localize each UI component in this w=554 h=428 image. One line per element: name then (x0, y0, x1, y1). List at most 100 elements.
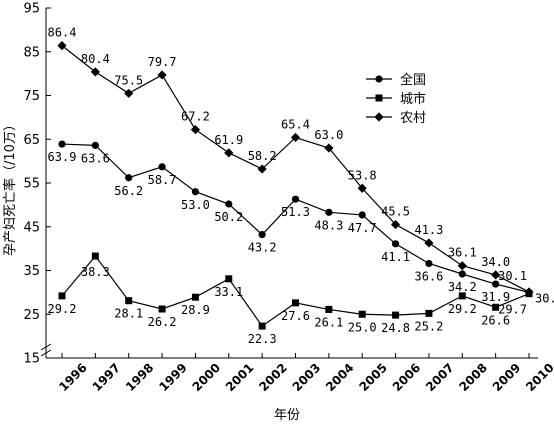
x-tick-label: 2009 (490, 361, 524, 395)
data-point-square (258, 322, 266, 330)
x-tick-label: 1999 (156, 361, 190, 395)
legend-marker-circle (375, 75, 383, 83)
legend-marker-diamond (374, 112, 384, 122)
x-tick-label: 2008 (457, 361, 491, 395)
data-label-diamond: 36.1 (448, 246, 477, 260)
x-tick-label: 2000 (190, 361, 224, 395)
data-label-square: 29.2 (48, 302, 77, 316)
y-tick-label: 65 (23, 133, 40, 148)
data-point-square (425, 309, 433, 317)
data-point-diamond (424, 238, 434, 248)
y-axis-title: 孕产妇死亡率（/10万） (2, 118, 18, 256)
data-point-circle (458, 270, 466, 278)
data-point-square (492, 303, 500, 311)
data-label-diamond: 53.8 (348, 168, 377, 182)
data-point-circle (58, 140, 66, 148)
data-label-square: 22.3 (248, 332, 277, 346)
data-point-circle (325, 208, 333, 216)
y-tick-label: 95 (23, 2, 40, 17)
data-label-square: 26.6 (481, 313, 510, 327)
y-tick-label: 75 (23, 89, 40, 104)
data-point-circle (125, 174, 133, 182)
series-layer (57, 41, 534, 330)
x-tick-label: 1996 (56, 361, 90, 395)
data-label-square: 26.1 (314, 315, 343, 329)
data-label-square: 33.1 (214, 285, 243, 299)
data-label-circle: 48.3 (314, 218, 343, 232)
data-label-square: 27.6 (281, 309, 310, 323)
data-label-diamond: 67.2 (181, 110, 210, 124)
x-tick-label: 2003 (290, 361, 324, 395)
data-point-square (358, 310, 366, 318)
x-tick-label: 2007 (423, 361, 457, 395)
data-point-circle (391, 240, 400, 248)
data-labels: 63.9 63.6 56.2 58.7 53.0 50.2 43.2 51.3 48.3 47.7… (48, 26, 554, 346)
x-tick-label: 2010 (523, 361, 554, 395)
data-point-circle (425, 259, 433, 268)
y-axis-ticks: 15 25 35 45 55 65 75 85 95 (23, 2, 51, 367)
data-label-diamond: 80.4 (81, 52, 110, 66)
legend-label-square: 城市 (400, 91, 426, 107)
y-tick-label: 35 (23, 264, 40, 279)
data-label-circle: 51.3 (281, 205, 310, 219)
data-point-diamond (390, 219, 401, 230)
data-label-square: 25.2 (414, 319, 443, 333)
data-label-square: 29.2 (448, 302, 477, 316)
data-point-square (325, 305, 333, 313)
data-point-square (191, 293, 199, 301)
data-label-circle: 63.9 (48, 150, 77, 164)
y-tick-label: 15 (23, 352, 40, 367)
data-label-circle: 56.2 (114, 184, 143, 198)
data-label-diamond: 45.5 (381, 205, 410, 219)
data-label-square: 29.7 (498, 303, 527, 317)
data-point-circle (258, 231, 266, 239)
data-point-diamond (157, 70, 167, 80)
data-point-diamond (57, 41, 67, 51)
data-point-diamond (290, 132, 301, 143)
data-label-diamond: 41.3 (414, 223, 443, 237)
data-label-circle: 34.2 (448, 280, 477, 294)
x-tick-label: 1998 (123, 361, 157, 395)
y-tick-label: 55 (23, 177, 40, 192)
data-label-square: 28.1 (114, 307, 143, 321)
data-label-circle: 31.9 (481, 290, 510, 304)
data-label-circle: 43.2 (248, 241, 277, 255)
x-axis-title: 年份 (274, 408, 300, 423)
data-label-circle: 53.0 (181, 198, 210, 212)
data-label-square: 28.9 (181, 303, 210, 317)
data-label-circle: 41.1 (381, 250, 410, 264)
y-tick-label: 25 (23, 308, 40, 323)
data-label-square: 25.0 (348, 320, 377, 334)
data-point-diamond (190, 125, 201, 135)
data-label-diamond: 34.0 (481, 255, 510, 269)
x-tick-label: 2002 (256, 361, 290, 395)
data-point-diamond (524, 287, 534, 297)
data-point-diamond (357, 183, 367, 193)
x-tick-label: 2006 (390, 361, 424, 395)
data-label-circle: 63.6 (81, 151, 110, 165)
data-point-square (158, 305, 166, 313)
data-point-diamond (224, 148, 234, 158)
data-point-square (458, 292, 466, 300)
data-label-circle: 47.7 (348, 221, 377, 235)
data-point-square (91, 252, 99, 260)
x-tick-label: 2001 (223, 361, 257, 395)
data-label-diamond: 61.9 (214, 133, 243, 147)
data-point-circle (291, 195, 300, 203)
data-label-circle: 36.6 (414, 270, 443, 284)
data-label-circle: 50.2 (214, 210, 243, 224)
data-label-diamond: 79.7 (148, 55, 177, 69)
data-point-circle (91, 141, 99, 149)
data-point-square (292, 299, 299, 307)
x-axis-ticks: 1996 1997 1998 1999 2000 2001 2002 2003 2004 2005… (56, 353, 554, 394)
axis-break-mark (40, 343, 52, 351)
data-point-circle (358, 211, 366, 219)
data-point-circle (158, 163, 166, 171)
data-point-square (58, 292, 66, 300)
data-point-diamond (124, 88, 134, 98)
data-point-square (225, 275, 233, 283)
x-tick-label: 2005 (356, 361, 390, 395)
data-point-diamond (257, 164, 267, 174)
